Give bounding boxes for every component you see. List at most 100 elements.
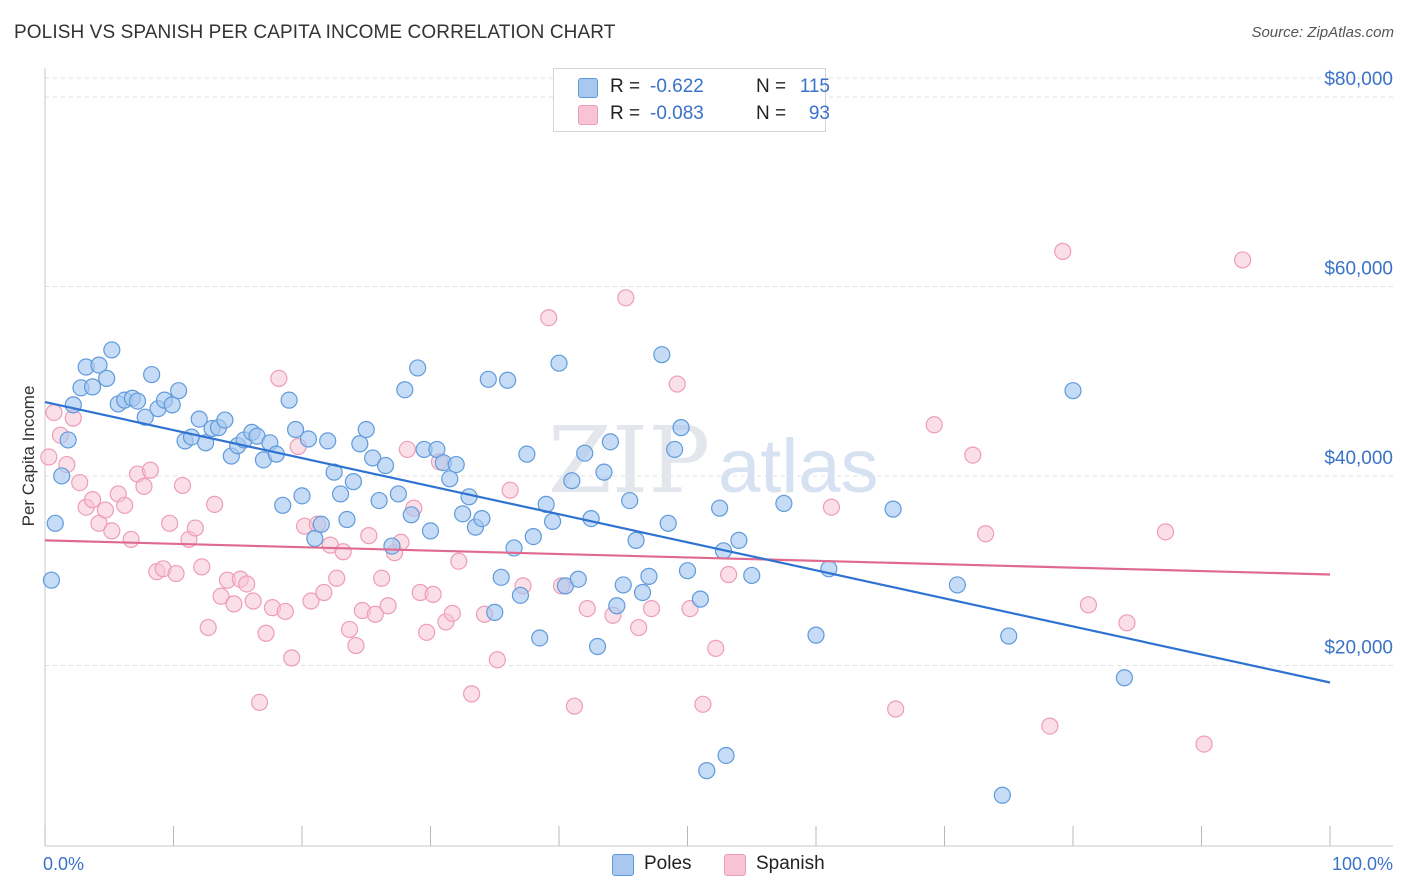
- spanish-point: [925, 416, 943, 434]
- spanish-point: [161, 514, 179, 532]
- poles-point: [807, 626, 825, 644]
- spanish-point: [315, 583, 333, 602]
- poles-point: [441, 470, 459, 488]
- y-tick-label: $80,000: [1324, 69, 1393, 90]
- poles-point: [312, 515, 330, 533]
- spanish-point: [418, 623, 436, 641]
- r-label: R =: [610, 103, 641, 124]
- spanish-point: [1118, 614, 1136, 632]
- poles-point: [563, 472, 581, 490]
- spanish-point: [122, 530, 140, 549]
- spanish-point: [244, 592, 262, 610]
- poles-swatch: [578, 78, 598, 98]
- poles-point: [627, 531, 645, 549]
- poles-point: [274, 496, 292, 514]
- poles-point: [518, 445, 536, 463]
- poles-point: [993, 786, 1011, 804]
- poles-point: [698, 762, 716, 780]
- poles-point: [1115, 669, 1134, 687]
- poles-point: [128, 392, 147, 410]
- axes: $20,000 $40,000 $60,000 $80,000: [44, 68, 1393, 847]
- poles-point: [376, 456, 395, 475]
- spanish-point: [257, 624, 275, 642]
- spanish-point: [40, 448, 58, 466]
- poles-point: [1000, 627, 1018, 645]
- poles-point: [293, 487, 311, 505]
- spanish-point: [630, 618, 648, 637]
- poles-point: [216, 411, 234, 429]
- y-tick-label: $60,000: [1324, 258, 1393, 279]
- spanish-point: [578, 599, 596, 618]
- spanish-point: [642, 599, 661, 618]
- spanish-point: [173, 476, 192, 495]
- spanish-point: [463, 685, 481, 703]
- spanish-point: [83, 491, 102, 509]
- spanish-point: [225, 595, 243, 613]
- y-tick-label: $20,000: [1324, 637, 1393, 658]
- spanish-point: [347, 636, 365, 655]
- spanish-point: [302, 592, 320, 610]
- poles-point: [492, 568, 510, 586]
- n-value: 115: [799, 76, 830, 97]
- spanish-swatch: [578, 105, 598, 125]
- x-tick-label-max: 100.0%: [1332, 854, 1393, 874]
- spanish-point: [250, 693, 269, 712]
- poles-point: [717, 746, 735, 765]
- spanish-point: [340, 620, 359, 639]
- poles-point: [582, 509, 600, 528]
- spanish-point: [193, 558, 211, 576]
- poles-point: [608, 597, 626, 615]
- poles-trend-line: [44, 400, 1331, 684]
- spanish-point: [206, 495, 224, 513]
- spanish-point: [283, 649, 301, 667]
- poles-point: [531, 629, 549, 647]
- poles-point: [678, 562, 697, 580]
- correlation-legend: R = -0.622 N = 115 R = -0.083 N = 93: [553, 68, 830, 132]
- poles-point: [884, 500, 902, 518]
- poles-point: [299, 430, 318, 448]
- poles-point: [344, 473, 362, 491]
- poles-point: [653, 346, 671, 364]
- poles-point: [691, 590, 709, 608]
- poles-point: [59, 431, 77, 449]
- poles-point: [383, 537, 401, 555]
- spanish-point: [540, 309, 558, 327]
- poles-point: [83, 378, 102, 396]
- poles-point: [666, 440, 684, 459]
- spanish-point: [379, 597, 397, 615]
- axis-labels: Per Capita Income 0.0% 100.0%: [19, 386, 1393, 874]
- spanish-points: [40, 242, 1252, 753]
- source-label: Source: ZipAtlas.com: [1251, 24, 1394, 41]
- spanish-point: [1195, 735, 1213, 753]
- r-value: -0.622: [650, 76, 704, 97]
- spanish-point: [964, 446, 982, 464]
- poles-point: [479, 370, 497, 388]
- spanish-point: [366, 605, 384, 623]
- spanish-point: [1079, 596, 1098, 614]
- poles-point: [640, 567, 658, 585]
- poles-point: [730, 531, 748, 549]
- poles-point: [948, 576, 966, 594]
- poles-point: [351, 435, 369, 453]
- spanish-point: [501, 481, 519, 499]
- watermark-atlas: atlas: [718, 424, 879, 509]
- spanish-point: [720, 565, 738, 584]
- poles-point: [331, 485, 350, 503]
- spanish-point: [328, 569, 346, 587]
- spanish-point: [360, 527, 378, 545]
- poles-point: [190, 410, 208, 428]
- spanish-point: [707, 639, 725, 657]
- spanish-point: [71, 473, 89, 492]
- x-tick-label-min: 0.0%: [43, 854, 84, 874]
- spanish-point: [116, 496, 134, 514]
- watermark: ZIP atlas: [548, 407, 879, 514]
- spanish-point: [167, 564, 185, 583]
- spanish-point: [276, 602, 294, 621]
- spanish-point: [977, 525, 995, 543]
- spanish-point: [135, 477, 153, 495]
- poles-point: [364, 449, 382, 467]
- poles-point: [163, 396, 181, 414]
- poles-point: [42, 571, 61, 589]
- spanish-point: [103, 522, 121, 540]
- poles-point: [588, 637, 607, 656]
